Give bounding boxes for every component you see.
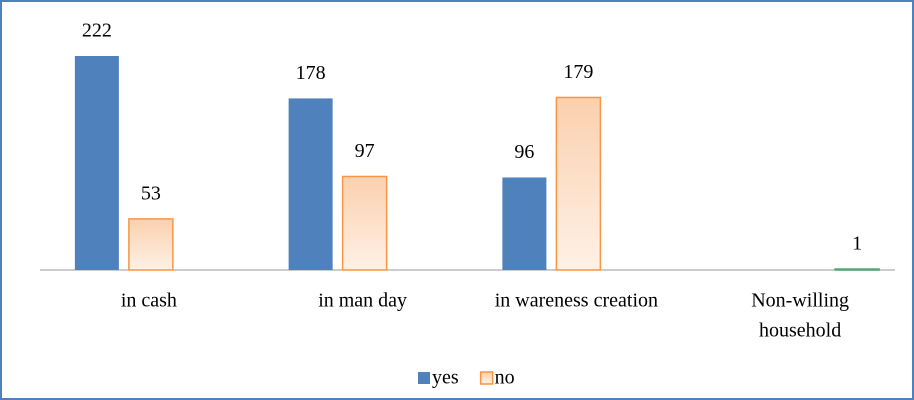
legend-swatch — [479, 371, 494, 385]
legend-label: no — [495, 367, 515, 389]
legend-swatch — [418, 372, 430, 384]
bar — [341, 175, 388, 271]
bar — [128, 218, 174, 271]
bar — [555, 96, 602, 271]
bar — [834, 268, 880, 271]
x-tick-label: in wareness creation — [495, 290, 658, 312]
data-label: 179 — [563, 61, 593, 83]
data-label: 53 — [141, 183, 161, 205]
x-tick-label: Non-willing — [751, 290, 849, 312]
data-label: 97 — [355, 140, 375, 162]
bar — [502, 177, 547, 270]
x-tick-label: in man day — [318, 290, 407, 312]
x-tick-label: household — [759, 320, 841, 342]
legend-label: yes — [432, 367, 459, 389]
data-label: 178 — [296, 62, 326, 84]
data-label: 222 — [82, 20, 112, 42]
data-label: 96 — [514, 141, 534, 163]
bar — [288, 98, 333, 270]
bar — [74, 56, 119, 270]
data-label: 1 — [852, 233, 862, 255]
x-tick-label: in cash — [121, 290, 177, 312]
